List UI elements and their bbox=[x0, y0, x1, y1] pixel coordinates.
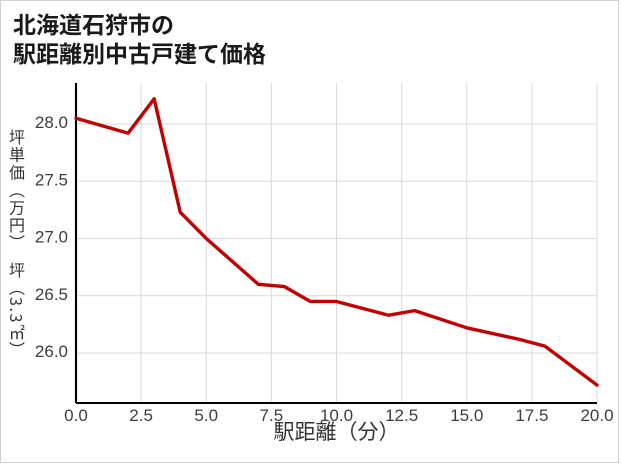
svg-text:26.5: 26.5 bbox=[35, 285, 68, 304]
svg-text:27.0: 27.0 bbox=[35, 228, 68, 247]
svg-text:28.0: 28.0 bbox=[35, 113, 68, 132]
svg-text:27.5: 27.5 bbox=[35, 170, 68, 189]
svg-text:26.0: 26.0 bbox=[35, 342, 68, 361]
